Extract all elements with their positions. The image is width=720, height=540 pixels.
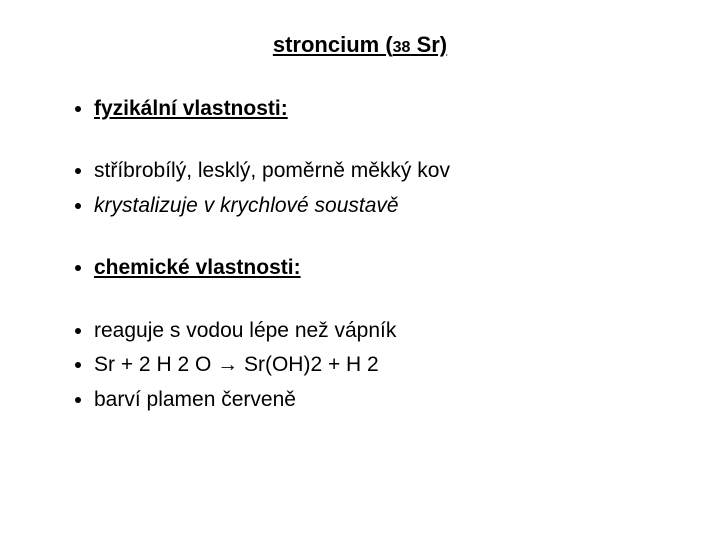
chemical-heading: chemické vlastnosti: — [94, 256, 301, 279]
list-item: krystalizuje v krychlové soustavě — [94, 191, 660, 221]
list-item: reaguje s vodou lépe než vápník — [94, 316, 660, 346]
title-prefix: stroncium ( — [273, 32, 393, 57]
section-chemical-items: reaguje s vodou lépe než vápník Sr + 2 H… — [60, 316, 660, 415]
list-item: barví plamen červeně — [94, 385, 660, 415]
chemical-item-1: Sr + 2 H 2 O → Sr(OH)2 + H 2 — [94, 353, 379, 376]
physical-item-1: krystalizuje v krychlové soustavě — [94, 194, 399, 217]
section-chemical-heading-list: chemické vlastnosti: — [60, 253, 660, 283]
physical-heading: fyzikální vlastnosti: — [94, 97, 288, 120]
slide: stroncium (38 Sr) fyzikální vlastnosti: … — [0, 0, 720, 540]
list-item: Sr + 2 H 2 O → Sr(OH)2 + H 2 — [94, 350, 660, 380]
list-item: fyzikální vlastnosti: — [94, 94, 660, 124]
title-atomic-number: 38 — [393, 39, 411, 56]
list-item: chemické vlastnosti: — [94, 253, 660, 283]
section-physical-heading-list: fyzikální vlastnosti: — [60, 94, 660, 124]
chemical-item-2: barví plamen červeně — [94, 388, 296, 411]
physical-item-0: stříbrobílý, lesklý, poměrně měkký kov — [94, 159, 450, 182]
section-physical-items: stříbrobílý, lesklý, poměrně měkký kov k… — [60, 156, 660, 221]
chemical-item-0: reaguje s vodou lépe než vápník — [94, 319, 396, 342]
list-item: stříbrobílý, lesklý, poměrně měkký kov — [94, 156, 660, 186]
title-suffix: Sr) — [410, 32, 447, 57]
page-title: stroncium (38 Sr) — [60, 32, 660, 58]
